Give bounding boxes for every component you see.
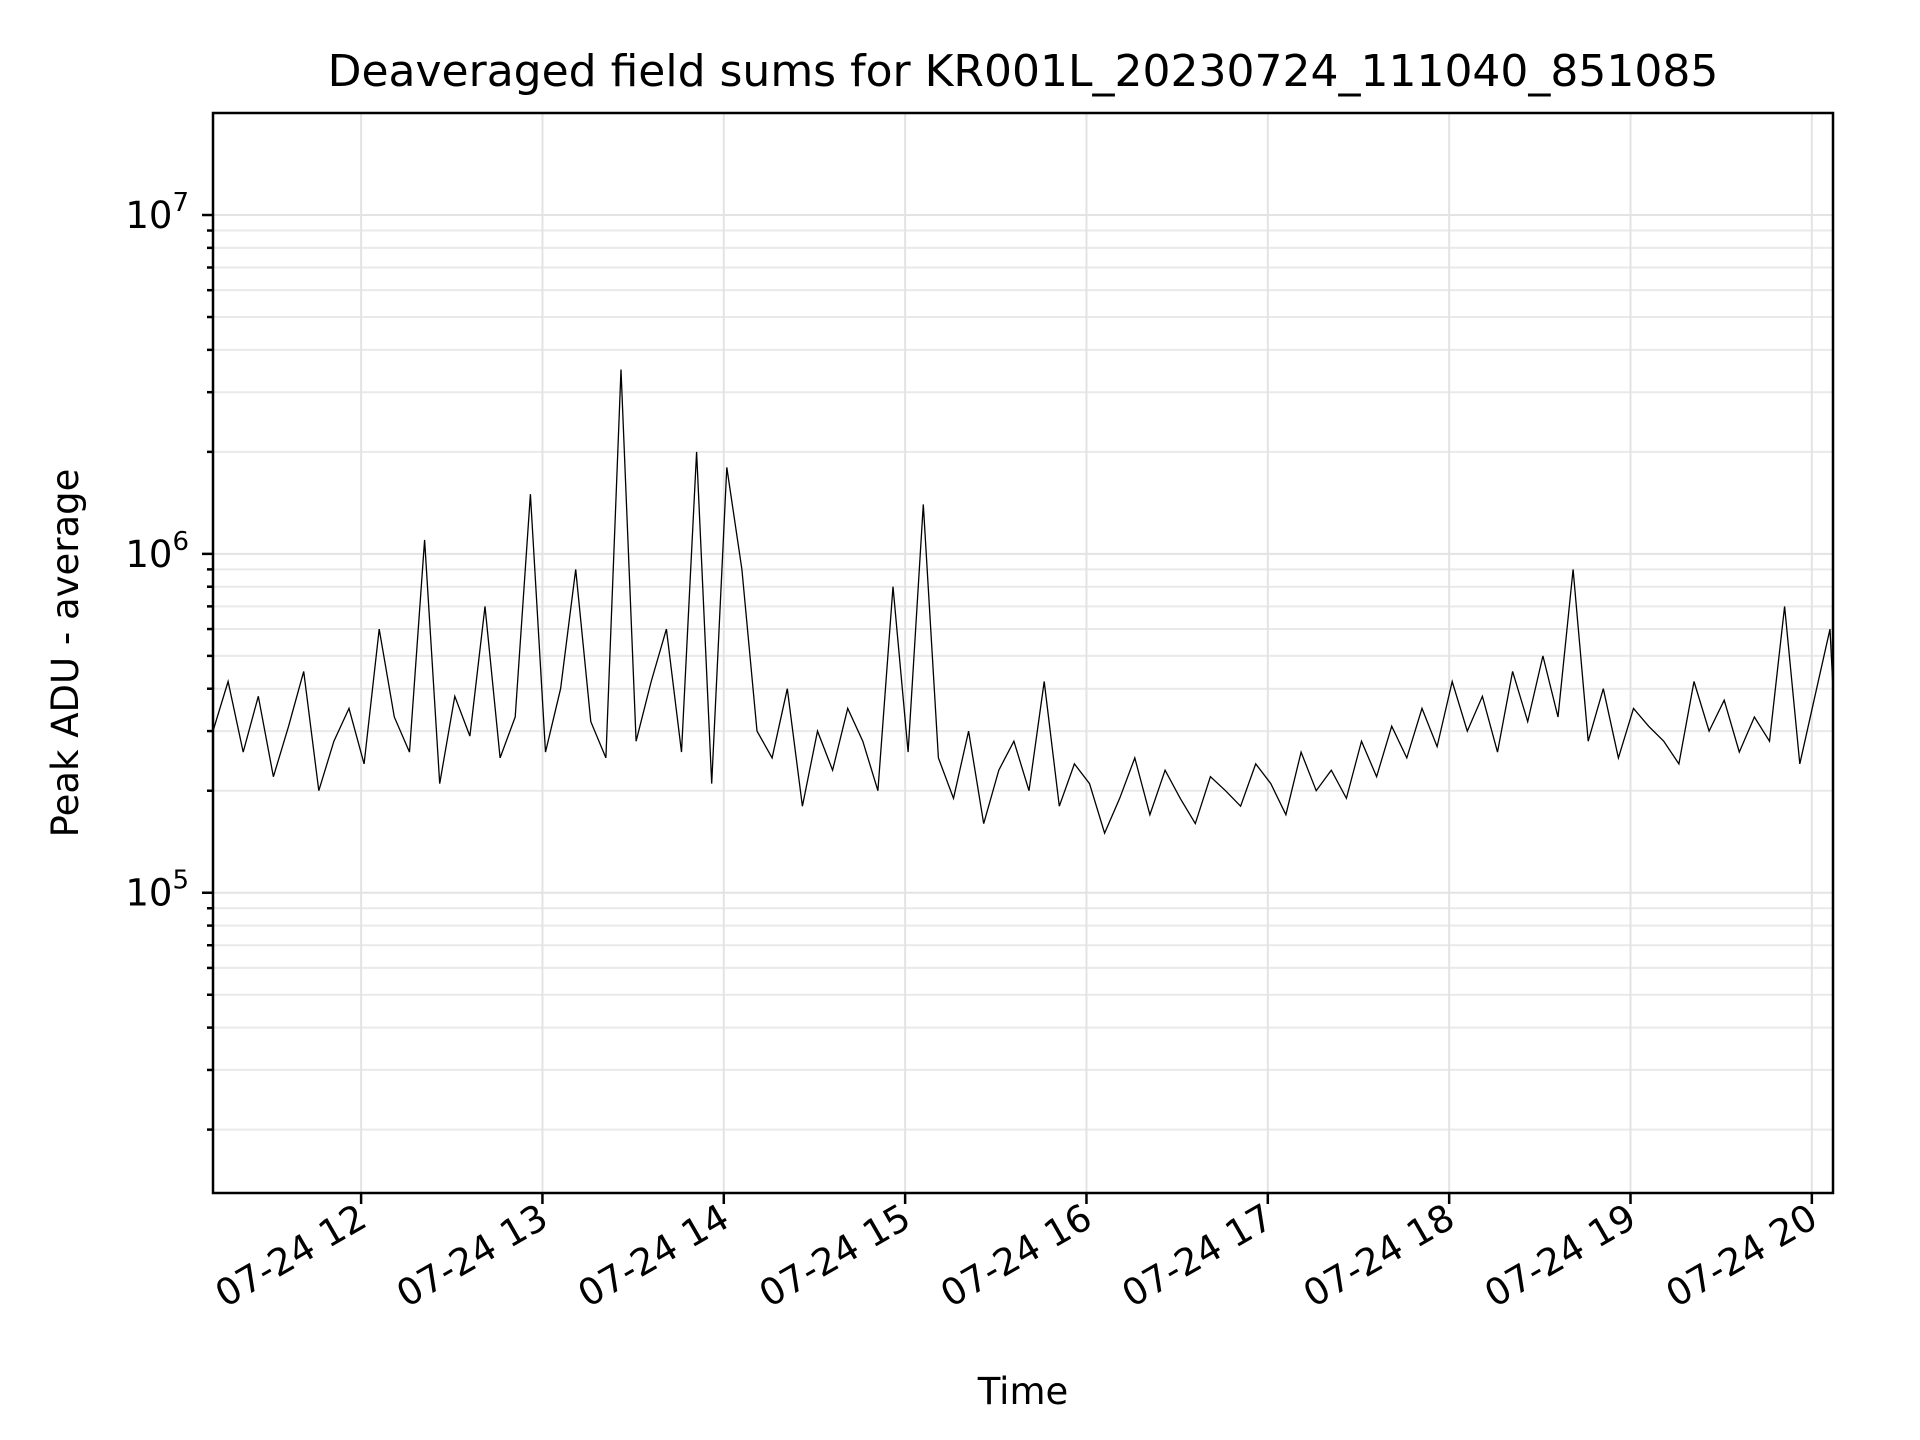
y-axis-label: Peak ADU - average xyxy=(44,469,87,838)
y-tick-base: 10 xyxy=(125,872,172,915)
plot-frame xyxy=(211,111,1835,1195)
y-tick-base: 10 xyxy=(125,194,172,237)
chart-title: Deaveraged field sums for KR001L_2023072… xyxy=(328,46,1719,97)
y-tick-exponent: 5 xyxy=(172,866,189,896)
x-axis-label: Time xyxy=(977,1370,1069,1413)
y-tick-label: 105 xyxy=(125,866,189,915)
y-tick-base: 10 xyxy=(125,533,172,576)
grid xyxy=(213,113,1833,1193)
y-tick-exponent: 6 xyxy=(172,527,189,557)
y-tick-exponent: 7 xyxy=(172,188,189,218)
y-tick-label: 106 xyxy=(125,527,189,576)
y-tick-label: 107 xyxy=(125,188,189,237)
